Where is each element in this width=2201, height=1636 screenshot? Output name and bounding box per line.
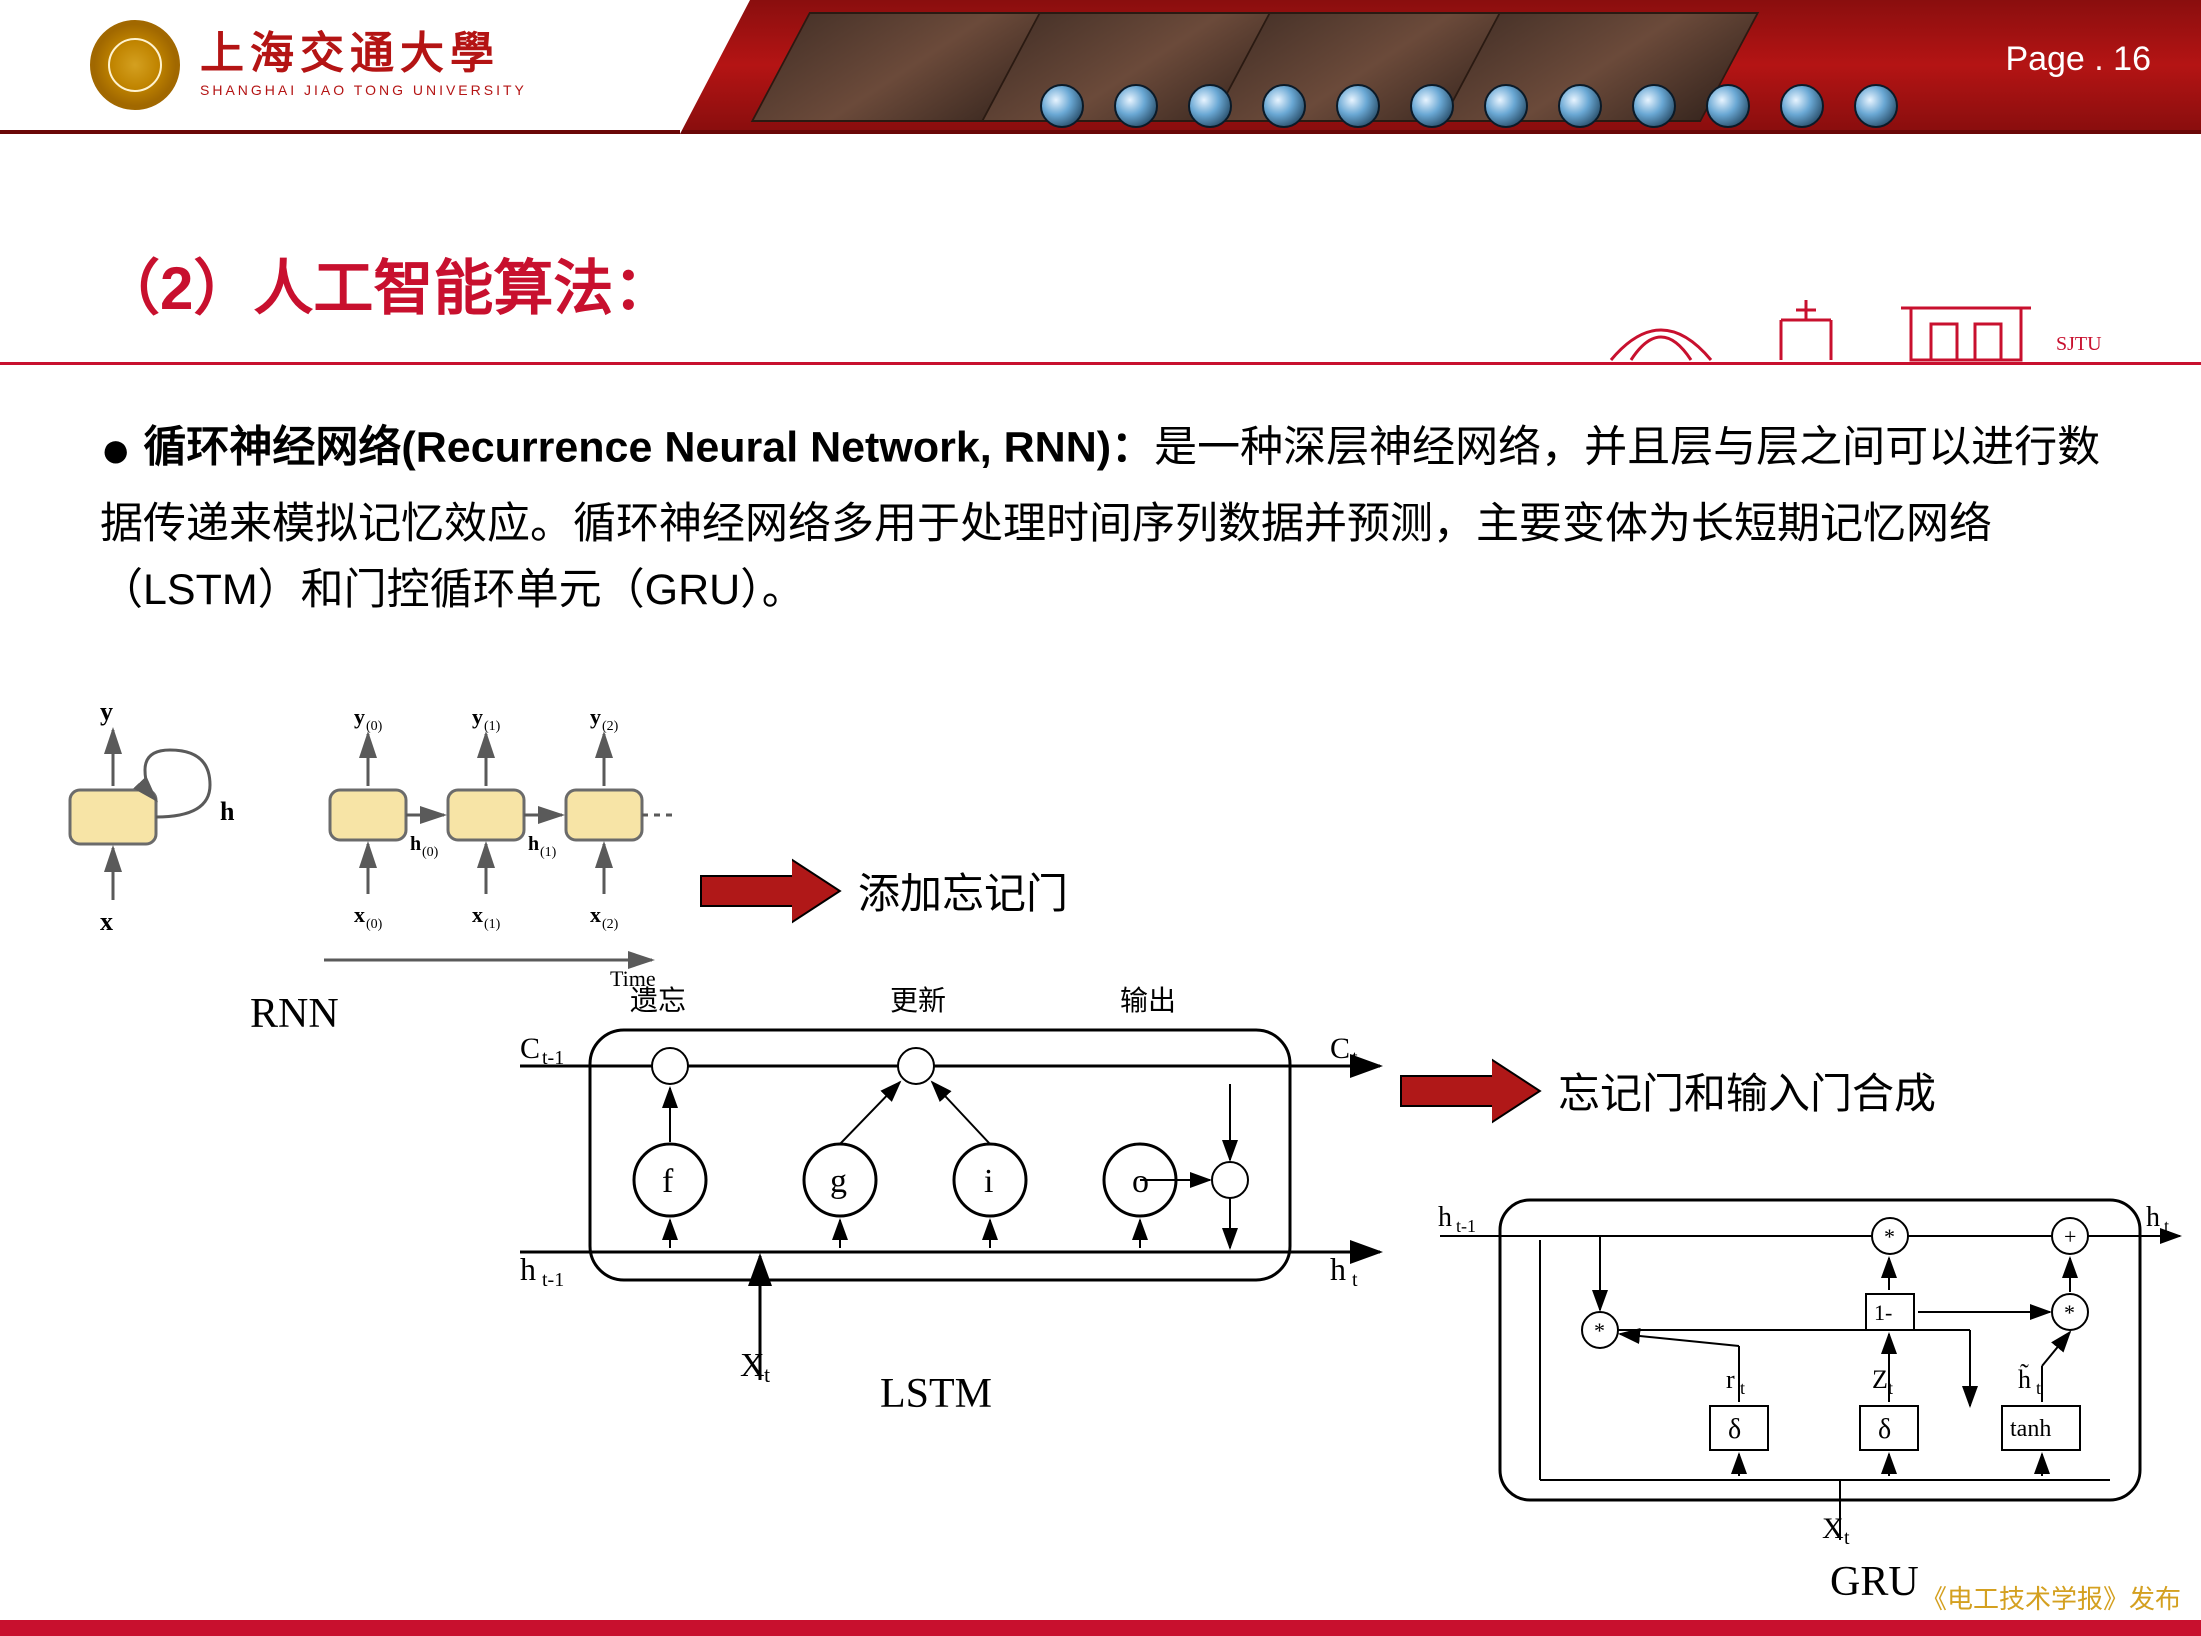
svg-text:更新: 更新 bbox=[890, 985, 946, 1017]
gru-diagram: ht-1 ht Xt * + * 1- * rt Zt h̃t δ δ tanh bbox=[1430, 1170, 2190, 1550]
svg-text:y: y bbox=[354, 704, 365, 729]
svg-text:h: h bbox=[528, 833, 539, 855]
svg-text:X: X bbox=[1822, 1512, 1844, 1545]
lstm-diagram: 遗忘 更新 输出 Ct-1 Ct ht-1 ht Xt f g i o bbox=[500, 980, 1400, 1400]
body-paragraph: ●循环神经网络(Recurrence Neural Network, RNN)：… bbox=[100, 410, 2101, 624]
svg-text:C: C bbox=[1330, 1032, 1350, 1065]
page-number: Page . 16 bbox=[2005, 40, 2151, 79]
footer-credit: 《电工技术学报》发布 bbox=[1921, 1579, 2181, 1616]
svg-text:t: t bbox=[1844, 1527, 1850, 1549]
svg-text:1-: 1- bbox=[1874, 1300, 1892, 1325]
svg-text:t-1: t-1 bbox=[542, 1269, 564, 1291]
arrow-icon bbox=[700, 861, 840, 921]
svg-text:(2): (2) bbox=[602, 719, 619, 734]
lead-term: 循环神经网络(Recurrence Neural Network, RNN)： bbox=[143, 424, 1154, 472]
svg-text:t: t bbox=[1352, 1047, 1358, 1069]
svg-text:(0): (0) bbox=[366, 719, 383, 734]
arch-decoration-icon: SJTU bbox=[1601, 290, 2161, 366]
university-name-en: SHANGHAI JIAO TONG UNIVERSITY bbox=[200, 82, 527, 98]
svg-text:o: o bbox=[1132, 1163, 1149, 1200]
svg-text:t: t bbox=[1352, 1269, 1358, 1291]
svg-text:h: h bbox=[2146, 1202, 2160, 1233]
arrow1-text: 添加忘记门 bbox=[858, 860, 1068, 921]
svg-text:t: t bbox=[2036, 1378, 2041, 1398]
svg-text:t: t bbox=[2164, 1216, 2169, 1236]
section-title: （2）人工智能算法： bbox=[100, 240, 673, 327]
svg-text:i: i bbox=[984, 1163, 993, 1200]
svg-text:(0): (0) bbox=[366, 917, 383, 932]
svg-text:SJTU: SJTU bbox=[2056, 333, 2102, 355]
svg-text:tanh: tanh bbox=[2010, 1416, 2051, 1442]
svg-text:(1): (1) bbox=[484, 719, 501, 734]
svg-text:t-1: t-1 bbox=[1456, 1216, 1476, 1236]
svg-text:(1): (1) bbox=[484, 917, 501, 932]
svg-text:y: y bbox=[590, 704, 601, 729]
svg-text:x: x bbox=[354, 902, 365, 927]
svg-text:(1): (1) bbox=[540, 845, 557, 860]
svg-text:r: r bbox=[1726, 1365, 1735, 1394]
gru-label: GRU bbox=[1830, 1558, 1919, 1606]
svg-text:X: X bbox=[740, 1347, 765, 1384]
university-name-cn: 上海交通大學 bbox=[200, 32, 527, 76]
svg-text:t: t bbox=[1740, 1378, 1745, 1398]
svg-text:C: C bbox=[520, 1032, 540, 1065]
footer-bar bbox=[0, 1620, 2201, 1636]
arrow-forget-gate: 添加忘记门 bbox=[700, 860, 1068, 921]
svg-text:遗忘: 遗忘 bbox=[630, 985, 686, 1017]
svg-text:(2): (2) bbox=[602, 917, 619, 932]
svg-text:y: y bbox=[472, 704, 483, 729]
svg-text:x: x bbox=[100, 907, 113, 936]
svg-text:x: x bbox=[590, 902, 601, 927]
svg-text:h: h bbox=[1330, 1251, 1346, 1287]
arrow-icon bbox=[1400, 1061, 1540, 1121]
arrow-merge-gates: 忘记门和输入门合成 bbox=[1400, 1060, 1936, 1121]
svg-text:*: * bbox=[2064, 1300, 2075, 1325]
university-seal-icon bbox=[90, 20, 180, 110]
arrow2-text: 忘记门和输入门合成 bbox=[1558, 1060, 1936, 1121]
svg-text:δ: δ bbox=[1878, 1414, 1891, 1445]
rnn-diagram: h x y h(0) h(1) x(0) x(1) x(2) y(0) y(1)… bbox=[40, 670, 680, 1000]
svg-text:t-1: t-1 bbox=[542, 1047, 564, 1069]
svg-text:Z: Z bbox=[1872, 1365, 1888, 1394]
svg-text:*: * bbox=[1594, 1318, 1605, 1343]
svg-text:输出: 输出 bbox=[1120, 985, 1176, 1017]
svg-text:δ: δ bbox=[1728, 1414, 1741, 1445]
svg-text:*: * bbox=[1884, 1224, 1895, 1249]
rnn-label: RNN bbox=[250, 990, 339, 1038]
svg-text:f: f bbox=[662, 1163, 674, 1200]
svg-text:+: + bbox=[2064, 1224, 2076, 1249]
svg-text:h: h bbox=[1438, 1202, 1452, 1233]
svg-text:h: h bbox=[410, 833, 421, 855]
svg-text:g: g bbox=[830, 1163, 847, 1200]
svg-text:t: t bbox=[764, 1362, 770, 1387]
roof-decoration bbox=[740, 0, 2201, 134]
svg-text:x: x bbox=[472, 902, 483, 927]
svg-text:h: h bbox=[520, 1251, 536, 1287]
svg-text:(0): (0) bbox=[422, 845, 439, 860]
svg-text:y: y bbox=[100, 697, 113, 726]
page-header: 上海交通大學 SHANGHAI JIAO TONG UNIVERSITY Pag… bbox=[0, 0, 2201, 134]
lstm-label: LSTM bbox=[880, 1370, 992, 1418]
svg-text:h: h bbox=[220, 797, 235, 826]
svg-text:h̃: h̃ bbox=[2018, 1365, 2031, 1394]
university-logo-block: 上海交通大學 SHANGHAI JIAO TONG UNIVERSITY bbox=[0, 0, 680, 130]
